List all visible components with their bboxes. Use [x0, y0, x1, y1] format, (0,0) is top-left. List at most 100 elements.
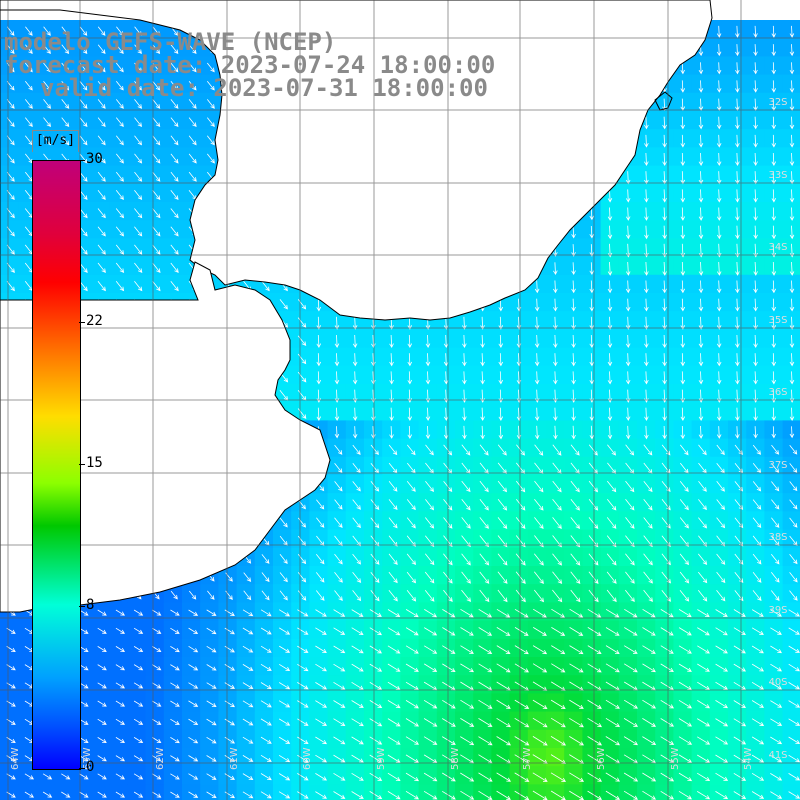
- wind-arrow: [170, 135, 179, 146]
- wind-arrow: [97, 627, 107, 634]
- wind-arrow: [242, 627, 254, 635]
- wind-arrow: [478, 772, 493, 782]
- wind-arrow: [789, 353, 795, 367]
- wind-arrow: [405, 663, 419, 672]
- wind-arrow: [569, 699, 584, 709]
- wind-arrow: [771, 62, 776, 75]
- wind-arrow: [551, 663, 566, 673]
- wind-arrow: [370, 444, 379, 456]
- wind-arrow: [770, 645, 783, 654]
- wind-arrow: [771, 261, 777, 276]
- wind-arrow: [716, 353, 722, 367]
- wind-arrow: [242, 682, 254, 690]
- wind-arrow: [278, 627, 291, 635]
- wind-arrow: [134, 44, 142, 55]
- wind-arrow: [79, 153, 88, 164]
- wind-arrow: [662, 298, 667, 312]
- wind-arrow: [170, 773, 180, 780]
- wind-arrow: [753, 298, 758, 312]
- wind-arrow: [170, 44, 179, 55]
- wind-arrow: [735, 189, 740, 203]
- wind-arrow: [152, 755, 162, 762]
- wind-arrow: [733, 645, 746, 654]
- wind-arrow: [369, 609, 382, 617]
- wind-arrow: [497, 589, 508, 603]
- wind-arrow: [735, 134, 740, 148]
- land-mask: [0, 0, 713, 613]
- speed-cell: [728, 784, 747, 800]
- wind-arrow: [588, 480, 599, 493]
- wind-arrow: [423, 663, 438, 672]
- wind-arrow: [79, 117, 88, 128]
- wind-arrow: [698, 353, 704, 367]
- wind-arrow: [297, 553, 307, 565]
- wind-arrow: [61, 62, 70, 73]
- wind-arrow: [551, 645, 566, 655]
- wind-arrow: [570, 589, 581, 603]
- wind-arrow: [297, 700, 309, 708]
- speed-cell: [782, 766, 800, 785]
- wind-arrow: [42, 773, 53, 780]
- wind-arrow: [589, 280, 595, 294]
- wind-arrow: [735, 298, 740, 312]
- wind-arrow: [279, 554, 288, 565]
- wind-arrow: [133, 791, 144, 798]
- wind-arrow: [406, 480, 416, 492]
- wind-arrow: [333, 645, 346, 654]
- wind-arrow: [351, 791, 364, 799]
- wind-arrow: [679, 517, 689, 529]
- wind-arrow: [423, 790, 438, 800]
- wind-arrow: [680, 298, 686, 312]
- wind-arrow: [552, 589, 563, 603]
- colorbar-tick-label: 22: [86, 313, 103, 330]
- wind-arrow: [188, 736, 199, 744]
- wind-arrow: [115, 208, 125, 219]
- wind-arrow: [498, 407, 504, 422]
- wind-arrow: [735, 371, 740, 385]
- wind-arrow: [771, 426, 776, 439]
- wind-arrow: [625, 334, 631, 349]
- wind-arrow: [770, 773, 783, 781]
- speed-cell: [0, 784, 19, 800]
- wind-arrow: [278, 700, 291, 708]
- wind-arrow: [79, 44, 88, 55]
- wind-arrow: [678, 627, 692, 636]
- wind-arrow: [752, 517, 762, 529]
- wind-arrow: [152, 627, 162, 634]
- wind-arrow: [696, 772, 711, 782]
- wind-arrow: [753, 371, 758, 385]
- wind-arrow: [315, 682, 328, 690]
- wind-arrow: [407, 334, 413, 349]
- wind-arrow: [735, 225, 740, 240]
- wind-arrow: [43, 135, 52, 146]
- wind-arrow: [496, 645, 511, 655]
- wind-arrow: [461, 589, 472, 603]
- wind-arrow: [170, 117, 179, 128]
- wind-arrow: [188, 62, 197, 73]
- wind-arrow: [387, 700, 401, 709]
- wind-arrow: [644, 298, 649, 312]
- wind-arrow: [242, 664, 254, 671]
- wind-arrow: [134, 99, 143, 109]
- wind-arrow: [606, 571, 617, 584]
- wind-arrow: [423, 772, 438, 782]
- wind-arrow: [752, 572, 762, 583]
- wind-arrow: [206, 736, 217, 744]
- wind-arrow: [316, 371, 322, 385]
- wind-arrow: [733, 609, 746, 617]
- wind-arrow: [369, 681, 383, 690]
- wind-arrow: [170, 280, 179, 292]
- wind-arrow: [460, 699, 475, 709]
- wind-arrow: [97, 755, 107, 762]
- wind-arrow: [224, 736, 236, 744]
- wind-arrow: [771, 80, 777, 93]
- wind-arrow: [680, 225, 686, 240]
- wind-arrow: [716, 152, 722, 167]
- wind-arrow: [697, 571, 708, 584]
- latitude-label: 39S: [768, 605, 787, 616]
- wind-arrow: [188, 590, 197, 600]
- wind-arrow: [698, 499, 707, 511]
- wind-arrow: [480, 316, 485, 330]
- wind-arrow: [334, 481, 343, 492]
- wind-arrow: [533, 589, 545, 603]
